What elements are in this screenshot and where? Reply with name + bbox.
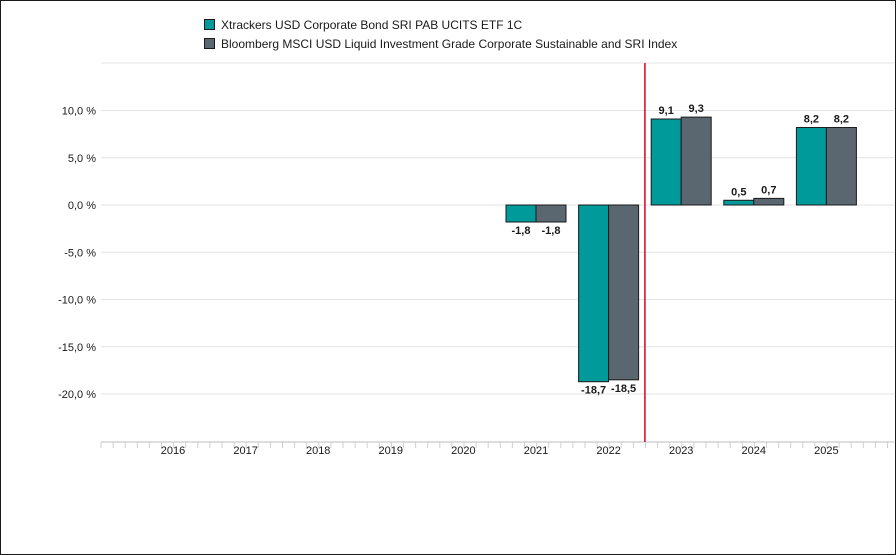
legend-item-etf: Xtrackers USD Corporate Bond SRI PAB UCI… <box>204 15 677 34</box>
bar <box>825 127 857 206</box>
x-tick-label: 2022 <box>596 445 620 457</box>
legend-item-index: Bloomberg MSCI USD Liquid Investment Gra… <box>204 34 677 53</box>
bar <box>680 116 712 206</box>
legend-swatch-etf <box>204 19 215 30</box>
x-tick-label: 2023 <box>669 445 693 457</box>
bar <box>505 204 537 223</box>
bar <box>535 204 567 223</box>
legend-label-index: Bloomberg MSCI USD Liquid Investment Gra… <box>221 36 678 51</box>
bar <box>795 127 827 206</box>
x-tick-label: 2021 <box>524 445 548 457</box>
y-tick-label: 0,0 % <box>68 200 96 212</box>
data-label: 8,2 <box>804 114 819 126</box>
data-label: 0,5 <box>731 186 746 198</box>
data-label: -1,8 <box>512 225 531 237</box>
data-label: 8,2 <box>834 114 849 126</box>
y-tick-label: 5,0 % <box>68 153 96 165</box>
x-tick-label: 2016 <box>161 445 185 457</box>
y-tick-label: 10,0 % <box>62 106 96 118</box>
x-tick-label: 2018 <box>306 445 330 457</box>
data-label: 0,7 <box>761 184 776 196</box>
bar <box>578 204 610 383</box>
y-tick-label: -5,0 % <box>64 247 96 259</box>
data-label: -1,8 <box>542 225 561 237</box>
legend: Xtrackers USD Corporate Bond SRI PAB UCI… <box>204 15 677 53</box>
legend-label-etf: Xtrackers USD Corporate Bond SRI PAB UCI… <box>221 17 523 32</box>
bar <box>753 197 785 206</box>
data-label: -18,7 <box>581 385 606 397</box>
y-tick-label: -15,0 % <box>58 342 96 354</box>
bar <box>608 204 640 381</box>
x-tick-label: 2019 <box>379 445 403 457</box>
y-tick-label: -10,0 % <box>58 295 96 307</box>
data-label: 9,3 <box>689 103 704 115</box>
bar <box>723 199 755 206</box>
x-tick-label: 2017 <box>233 445 257 457</box>
data-label: -18,5 <box>611 383 636 395</box>
x-tick-label: 2025 <box>814 445 838 457</box>
x-tick-label: 2024 <box>742 445 766 457</box>
y-tick-label: -20,0 % <box>58 389 96 401</box>
data-label: 9,1 <box>659 105 674 117</box>
bar <box>650 118 682 206</box>
x-tick-label: 2020 <box>451 445 475 457</box>
legend-swatch-index <box>204 38 215 49</box>
